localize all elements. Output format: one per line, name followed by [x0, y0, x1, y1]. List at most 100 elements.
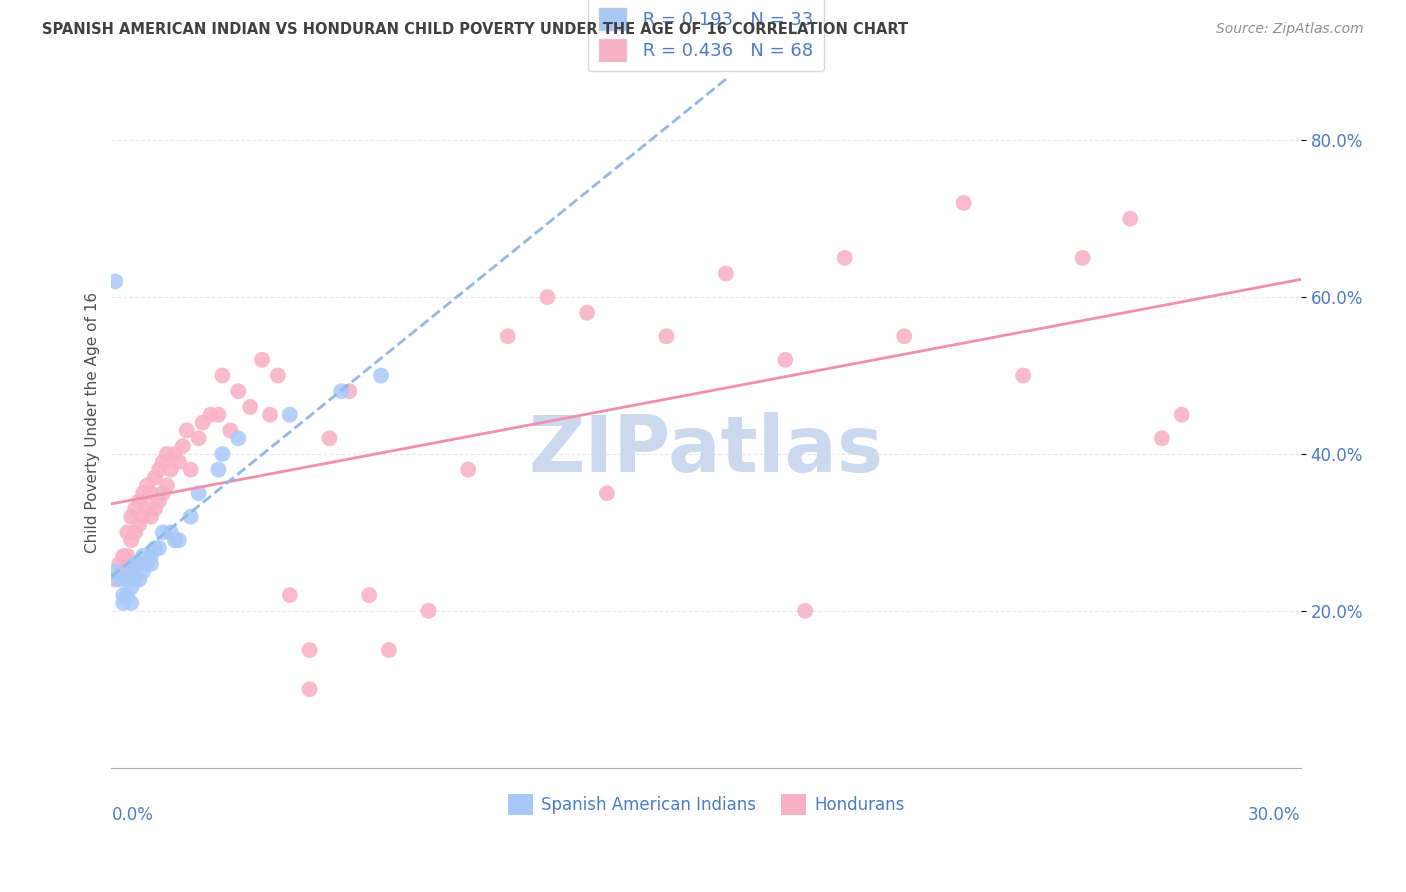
- Point: [152, 455, 174, 469]
- Point: [200, 408, 222, 422]
- Point: [893, 329, 915, 343]
- Point: [132, 549, 155, 563]
- Point: [143, 470, 166, 484]
- Point: [143, 501, 166, 516]
- Point: [226, 384, 249, 399]
- Y-axis label: Child Poverty Under the Age of 16: Child Poverty Under the Age of 16: [86, 292, 100, 553]
- Point: [457, 462, 479, 476]
- Point: [794, 604, 817, 618]
- Point: [128, 494, 150, 508]
- Point: [1012, 368, 1035, 383]
- Point: [259, 408, 281, 422]
- Point: [370, 368, 392, 383]
- Point: [124, 573, 146, 587]
- Point: [117, 549, 139, 563]
- Point: [132, 509, 155, 524]
- Point: [378, 643, 401, 657]
- Point: [167, 455, 190, 469]
- Point: [250, 352, 273, 367]
- Point: [714, 267, 737, 281]
- Point: [117, 525, 139, 540]
- Point: [298, 643, 321, 657]
- Point: [172, 439, 194, 453]
- Text: ZIPatlas: ZIPatlas: [529, 412, 883, 488]
- Point: [112, 588, 135, 602]
- Point: [128, 557, 150, 571]
- Point: [104, 274, 127, 288]
- Point: [128, 573, 150, 587]
- Point: [117, 573, 139, 587]
- Point: [132, 565, 155, 579]
- Point: [337, 384, 360, 399]
- Point: [156, 478, 179, 492]
- Point: [152, 525, 174, 540]
- Point: [1150, 431, 1173, 445]
- Point: [207, 408, 229, 422]
- Point: [1071, 251, 1094, 265]
- Text: 30.0%: 30.0%: [1249, 805, 1301, 823]
- Point: [1170, 408, 1192, 422]
- Point: [219, 424, 242, 438]
- Point: [156, 447, 179, 461]
- Point: [112, 565, 135, 579]
- Point: [124, 557, 146, 571]
- Point: [120, 596, 142, 610]
- Point: [418, 604, 440, 618]
- Point: [180, 462, 202, 476]
- Point: [359, 588, 381, 602]
- Point: [160, 525, 183, 540]
- Point: [596, 486, 619, 500]
- Point: [148, 494, 170, 508]
- Point: [496, 329, 519, 343]
- Point: [112, 549, 135, 563]
- Point: [330, 384, 353, 399]
- Point: [124, 525, 146, 540]
- Point: [108, 573, 131, 587]
- Point: [180, 509, 202, 524]
- Point: [226, 431, 249, 445]
- Point: [139, 549, 162, 563]
- Point: [160, 462, 183, 476]
- Point: [136, 478, 159, 492]
- Point: [120, 565, 142, 579]
- Point: [576, 306, 599, 320]
- Point: [207, 462, 229, 476]
- Point: [139, 486, 162, 500]
- Point: [187, 431, 209, 445]
- Point: [139, 557, 162, 571]
- Text: 0.0%: 0.0%: [111, 805, 153, 823]
- Point: [117, 588, 139, 602]
- Point: [278, 588, 301, 602]
- Point: [1119, 211, 1142, 226]
- Point: [163, 447, 186, 461]
- Point: [775, 352, 797, 367]
- Point: [136, 501, 159, 516]
- Point: [120, 580, 142, 594]
- Text: Source: ZipAtlas.com: Source: ZipAtlas.com: [1216, 22, 1364, 37]
- Point: [148, 541, 170, 555]
- Point: [143, 541, 166, 555]
- Point: [211, 447, 233, 461]
- Point: [148, 462, 170, 476]
- Point: [108, 557, 131, 571]
- Point: [952, 196, 974, 211]
- Point: [176, 424, 198, 438]
- Point: [128, 517, 150, 532]
- Point: [239, 400, 262, 414]
- Text: SPANISH AMERICAN INDIAN VS HONDURAN CHILD POVERTY UNDER THE AGE OF 16 CORRELATIO: SPANISH AMERICAN INDIAN VS HONDURAN CHIL…: [42, 22, 908, 37]
- Point: [136, 557, 159, 571]
- Point: [298, 682, 321, 697]
- Point: [104, 573, 127, 587]
- Point: [318, 431, 340, 445]
- Point: [187, 486, 209, 500]
- Point: [834, 251, 856, 265]
- Point: [267, 368, 290, 383]
- Point: [112, 596, 135, 610]
- Point: [152, 486, 174, 500]
- Point: [132, 486, 155, 500]
- Point: [278, 408, 301, 422]
- Legend: Spanish American Indians, Hondurans: Spanish American Indians, Hondurans: [501, 788, 911, 822]
- Point: [163, 533, 186, 548]
- Point: [167, 533, 190, 548]
- Point: [124, 501, 146, 516]
